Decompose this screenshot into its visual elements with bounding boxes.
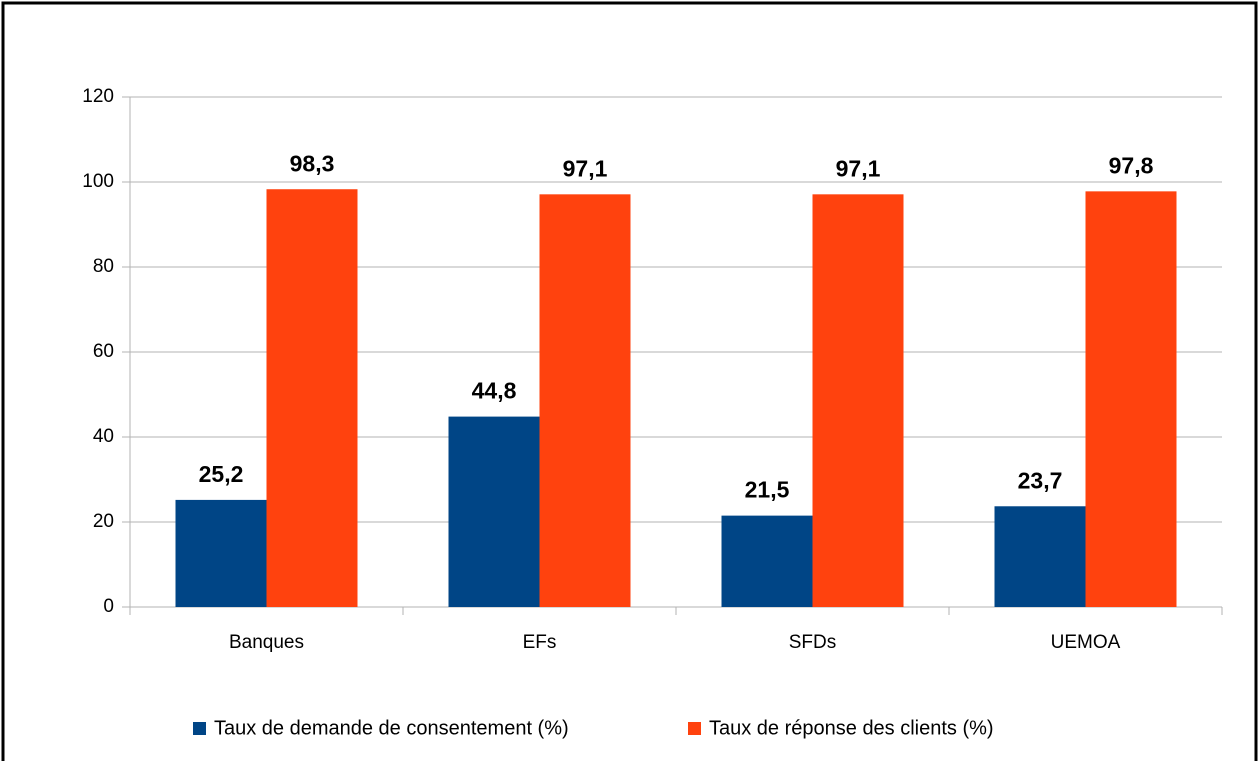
bar (539, 194, 631, 607)
x-tick-label: Banques (229, 632, 304, 653)
data-label: 23,7 (1018, 467, 1063, 493)
bar (812, 194, 904, 607)
bar (1085, 191, 1177, 607)
x-tick-label: EFs (523, 632, 557, 653)
legend-label: Taux de réponse des clients (%) (709, 717, 994, 739)
bar (175, 499, 267, 607)
y-tick-label: 60 (93, 341, 114, 362)
bar (266, 189, 358, 607)
data-label: 21,5 (745, 477, 790, 503)
x-tick-label: SFDs (789, 632, 837, 653)
x-tick-label: UEMOA (1051, 632, 1121, 653)
legend-swatch (193, 722, 206, 735)
data-label: 97,1 (836, 155, 881, 181)
y-tick-label: 120 (82, 86, 114, 107)
bar (994, 506, 1086, 607)
y-tick-label: 100 (82, 171, 114, 192)
y-tick-label: 40 (93, 426, 114, 447)
data-label: 97,1 (563, 155, 608, 181)
legend-swatch (688, 722, 701, 735)
y-tick-label: 20 (93, 511, 114, 532)
y-tick-label: 80 (93, 256, 114, 277)
data-label: 97,8 (1109, 152, 1154, 178)
bar (448, 416, 540, 607)
bar (721, 515, 813, 607)
data-label: 44,8 (472, 378, 517, 404)
y-tick-label: 0 (103, 596, 114, 617)
legend-label: Taux de demande de consentement (%) (214, 717, 569, 739)
data-label: 25,2 (199, 461, 244, 487)
data-label: 98,3 (290, 150, 335, 176)
